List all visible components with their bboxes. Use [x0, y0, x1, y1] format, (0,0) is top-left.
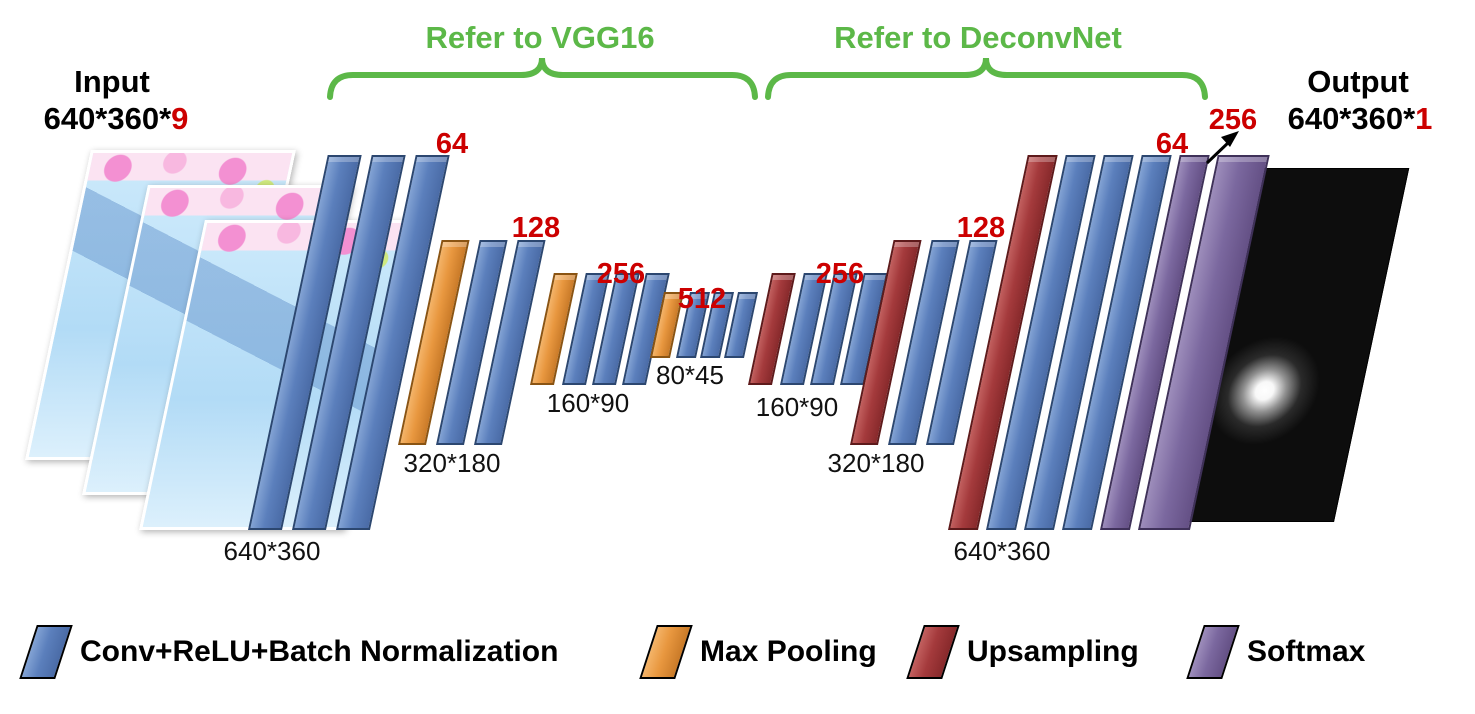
- dimension-label-320x180: 320*180: [403, 448, 501, 478]
- channel-label-256: 256: [596, 258, 646, 290]
- dimension-label-160x90b: 160*90: [755, 392, 839, 422]
- input-channel-count: 9: [171, 101, 189, 136]
- channel-label-256b: 256: [815, 258, 865, 290]
- channel-label-512: 512: [677, 283, 727, 315]
- dimension-label-80x45: 80*45: [656, 360, 724, 390]
- conv-swatch-icon: [19, 625, 73, 679]
- legend-item-upsample: Upsampling: [906, 620, 1139, 684]
- output-channel-count: 1: [1415, 101, 1433, 136]
- input-dimensions: 640*360*9: [44, 101, 189, 137]
- dimension-label-160x90: 160*90: [546, 388, 630, 418]
- legend-label-maxpool: Max Pooling: [700, 635, 877, 668]
- maxpool-swatch-icon: [639, 625, 693, 679]
- channel-label-128: 128: [511, 212, 561, 244]
- upsample-swatch-icon: [906, 625, 960, 679]
- legend-label-conv: Conv+ReLU+Batch Normalization: [80, 635, 559, 668]
- vgg16-overbrace: [327, 57, 758, 100]
- channel-label-64b: 64: [1155, 128, 1189, 160]
- legend-label-softmax: Softmax: [1247, 635, 1366, 668]
- output-dimensions: 640*360*1: [1288, 101, 1433, 137]
- channel-label-64: 64: [435, 128, 469, 160]
- dimension-label-640x360b: 640*360: [953, 536, 1051, 566]
- dimension-label-640x360: 640*360: [223, 536, 321, 566]
- softmax-swatch-icon: [1186, 625, 1240, 679]
- legend-item-softmax: Softmax: [1186, 620, 1366, 684]
- input-title: Input: [74, 64, 150, 99]
- output-title: Output: [1307, 64, 1409, 99]
- legend-item-maxpool: Max Pooling: [639, 620, 877, 684]
- deconvnet-overbrace: [765, 57, 1208, 100]
- dimension-label-320x180b: 320*180: [827, 448, 925, 478]
- input-size-prefix: 640*360*: [43, 101, 172, 136]
- decoder-section-label: Refer to DeconvNet: [834, 20, 1122, 55]
- legend-label-upsample: Upsampling: [967, 635, 1139, 668]
- channel-label-256c: 256: [1208, 104, 1258, 136]
- legend-item-conv: Conv+ReLU+Batch Normalization: [19, 620, 559, 684]
- encoder-section-label: Refer to VGG16: [425, 20, 655, 55]
- output-size-prefix: 640*360*: [1287, 101, 1416, 136]
- channel-label-128b: 128: [956, 212, 1006, 244]
